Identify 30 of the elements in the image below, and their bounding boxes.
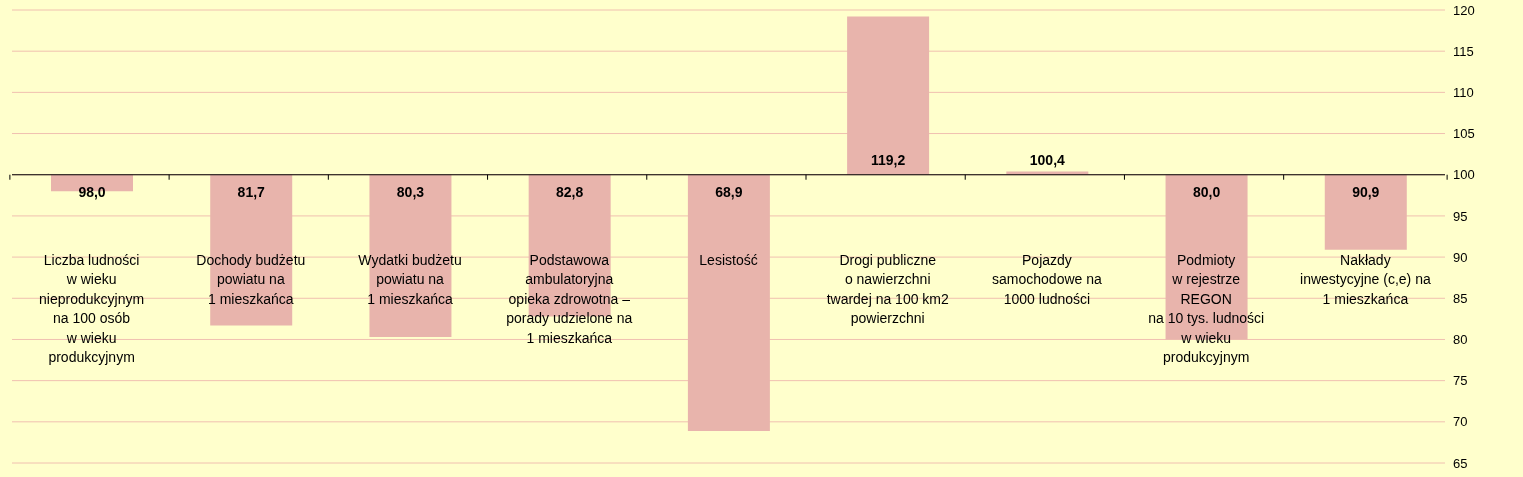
x-tick-label: Nakłady inwestycyjne (c,e) na 1 mieszkańca — [1300, 251, 1431, 307]
data-label: 98,0 — [78, 183, 106, 200]
y-tick-label: 120 — [1453, 2, 1475, 18]
y-tick-label: 115 — [1453, 43, 1474, 59]
x-tick-label: Dochody budżetu powiatu na 1 mieszkańca — [196, 251, 306, 307]
x-tick-label: Podmioty w rejestrze REGON na 10 tys. ludności w wieku produkcyjnym — [1148, 251, 1265, 366]
y-tick-label: 105 — [1453, 126, 1475, 142]
y-tick-label: 70 — [1453, 414, 1468, 430]
x-tick-label: Podstawowa ambulatoryjna opieka zdrowotna – porady udzielone na 1 mieszkańca — [506, 251, 633, 346]
x-tick-label: Wydatki budżetu powiatu na 1 mieszkańca — [358, 251, 462, 307]
y-tick-label: 110 — [1453, 84, 1474, 100]
y-tick-label: 95 — [1453, 208, 1468, 224]
x-tick-label: Pojazdy samochodowe na 1000 ludności — [992, 251, 1103, 307]
y-tick-label: 100 — [1453, 167, 1475, 183]
y-tick-label: 75 — [1453, 373, 1468, 389]
y-tick-label: 80 — [1453, 332, 1468, 348]
y-tick-label: 85 — [1453, 290, 1468, 306]
x-tick-label: Liczba ludności w wieku nieprodukcyjnym na 100 osób w wieku produkcyjnym — [39, 251, 145, 366]
data-label: 68,9 — [715, 183, 743, 200]
data-label: 80,0 — [1192, 183, 1221, 200]
x-tick-label: Drogi publiczne o nawierzchni twardej na 100 km2 powierzchni — [826, 251, 950, 327]
data-label: 119,2 — [870, 151, 906, 168]
data-label: 80,3 — [396, 183, 425, 200]
data-label: 81,7 — [237, 183, 266, 200]
y-tick-label: 90 — [1453, 249, 1468, 265]
data-label: 90,9 — [1352, 183, 1380, 200]
y-tick-label: 65 — [1453, 455, 1468, 471]
data-label: 82,8 — [556, 183, 584, 200]
x-tick-label: Lesistość — [699, 251, 758, 268]
data-label: 100,4 — [1029, 151, 1066, 168]
